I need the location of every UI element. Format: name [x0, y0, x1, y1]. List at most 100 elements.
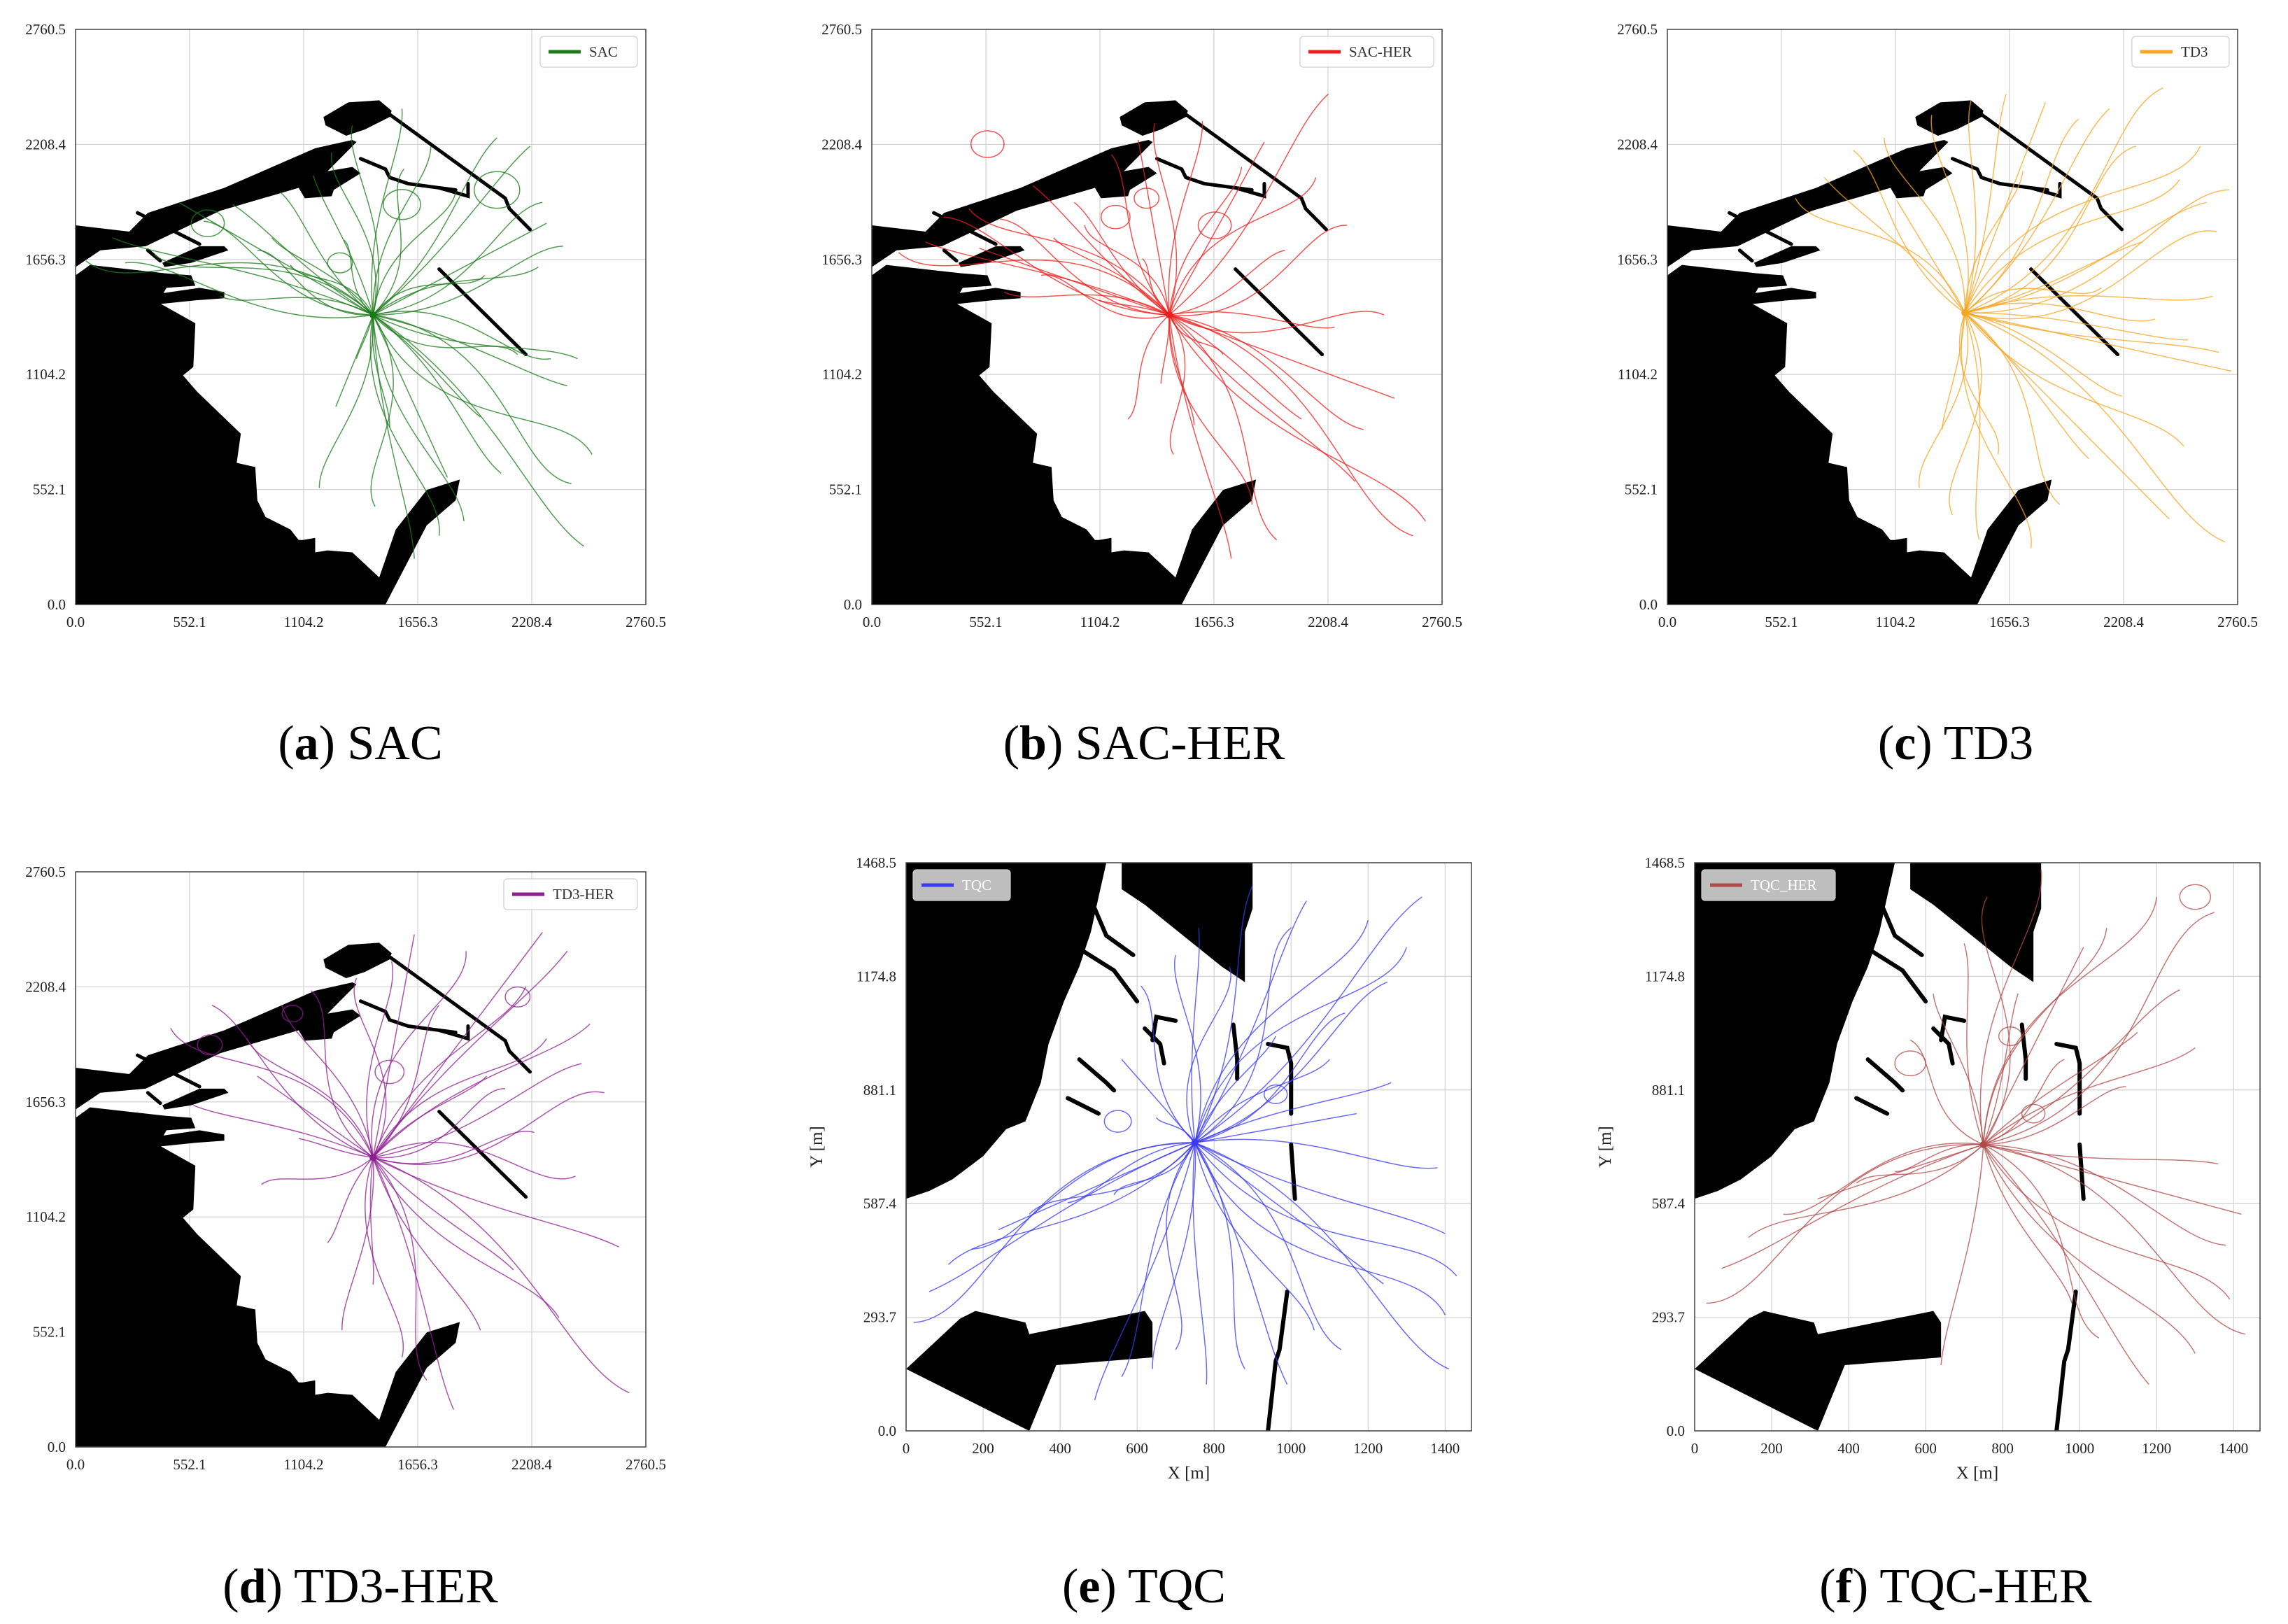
obstacles	[872, 100, 1329, 605]
trajectory-17	[372, 1005, 440, 1158]
x-tick-label-0: 0.0	[66, 614, 85, 630]
start-point	[1979, 1141, 1987, 1148]
x-tick-label-1: 200	[1760, 1440, 1783, 1457]
x-tick-label-5: 1000	[1276, 1440, 1306, 1457]
trajectory-14	[1156, 1117, 1196, 1143]
trajectory-32	[372, 1023, 591, 1158]
x-tick-label-4: 2208.4	[511, 1456, 552, 1473]
caption-letter: c	[1894, 716, 1916, 770]
trajectory-21	[1983, 1047, 2196, 1145]
y-tick-label-0: 0.0	[878, 1422, 896, 1439]
trajectory-26	[1168, 141, 1265, 316]
y-tick-label-5: 2760.5	[25, 21, 66, 38]
y-tick-label-4: 1174.8	[856, 968, 896, 984]
y-tick-label-2: 587.4	[863, 1195, 897, 1212]
trajectory-27	[1168, 314, 1278, 541]
trajectory-21	[1194, 1036, 1276, 1143]
panel-caption: (a) SAC	[278, 716, 442, 770]
trajectory-6	[220, 295, 374, 316]
trajectory-31	[1194, 896, 1422, 1143]
trajectory-17	[1174, 954, 1201, 1143]
y-tick-label-4: 2208.4	[821, 136, 862, 153]
trajectory-15	[335, 314, 374, 407]
trajectory-19	[1982, 896, 2158, 1145]
trajectory-40	[372, 314, 567, 387]
x-tick-label-4: 2208.4	[1308, 614, 1348, 630]
barrier-5	[1728, 211, 1793, 246]
trajectory-25	[369, 314, 440, 536]
trajectory-39	[1168, 314, 1426, 522]
trajectory-23	[1983, 1144, 2219, 1165]
y-tick-label-2: 1104.2	[26, 366, 66, 383]
legend-box	[503, 878, 638, 910]
trajectory-8	[1909, 1039, 1984, 1145]
caption-text: ) TQC-HER	[1852, 1560, 2092, 1614]
trajectory-6	[1930, 115, 1969, 313]
barrier-4	[146, 248, 162, 263]
legend-label: SAC	[589, 43, 618, 60]
trajectory-28	[1194, 981, 1388, 1143]
trajectory-18	[1191, 928, 1200, 1143]
x-tick-label-4: 800	[1991, 1440, 2014, 1457]
legend: TD3	[2131, 36, 2230, 68]
y-tick-label-5: 1468.5	[1644, 854, 1685, 871]
panel-b: 0.0 552.1 1104.2 1656.3 2208.4 2760.5 0.0 552.1…	[821, 21, 1462, 770]
trajectory-12	[1964, 94, 2007, 313]
trajectory-24	[1983, 1144, 2226, 1246]
trajectory-4	[1896, 199, 1965, 313]
obstacle-0	[872, 264, 1257, 605]
obstacle-3	[1987, 863, 2042, 932]
trajectory-21	[371, 108, 403, 316]
trajectory-6	[281, 1005, 374, 1158]
trajectory-loop-1	[1263, 1084, 1288, 1104]
trajectory-12	[1982, 993, 2019, 1145]
x-tick-label-6: 1200	[1353, 1440, 1383, 1457]
obstacle-0	[1695, 863, 1895, 1431]
trajectory-3	[1783, 1143, 1984, 1215]
trajectory-loop-3	[2021, 1103, 2046, 1124]
trajectory-29	[1168, 314, 1302, 420]
trajectory-1	[1721, 1144, 1984, 1269]
trajectory-loop-0	[2179, 884, 2212, 910]
trajectory-loop-3	[281, 1004, 304, 1023]
y-tick-label-3: 881.1	[863, 1082, 896, 1099]
trajectory-33	[372, 1091, 605, 1166]
caption-text: ) SAC	[319, 716, 443, 770]
barrier-1	[1081, 949, 1140, 1004]
barrier-0	[1092, 906, 1136, 957]
trajectory-0	[898, 252, 1170, 316]
trajectory-4	[257, 1075, 374, 1158]
trajectory-loop-0	[383, 189, 421, 220]
y-tick-label-3: 1656.3	[1617, 251, 1658, 268]
panel-c: 0.0 552.1 1104.2 1656.3 2208.4 2760.5 0.0 552.1…	[1617, 21, 2258, 770]
panel-d: 0.0 552.1 1104.2 1656.3 2208.4 2760.5 0.0 552.1…	[25, 863, 666, 1614]
obstacle-4	[162, 246, 229, 267]
trajectory-9	[271, 237, 374, 316]
y-tick-label-2: 1104.2	[1618, 366, 1658, 383]
x-tick-label-3: 600	[1126, 1440, 1148, 1457]
plot-frame	[75, 871, 647, 1448]
trajectory-23	[1964, 241, 2143, 313]
y-axis-label: Y [m]	[1596, 1126, 1615, 1167]
start-point	[1191, 1139, 1199, 1147]
panel-f: 0 200 400 600 800 1000 1200 1400 0.0 293.7 587.4 88…	[1596, 854, 2261, 1614]
trajectory-44	[372, 314, 593, 455]
panel-e: 0 200 400 600 800 1000 1200 1400 0.0 293.7 587.4 88…	[807, 854, 1472, 1614]
trajectory-4	[1817, 1144, 1984, 1199]
plot-frame	[871, 29, 1443, 605]
trajectory-2	[211, 1005, 374, 1158]
y-tick-label-0: 0.0	[48, 1439, 66, 1455]
trajectory-33	[1169, 225, 1348, 316]
trajectory-36	[373, 202, 543, 316]
trajectory-loop-2	[970, 130, 1005, 158]
plot-frame	[75, 29, 647, 605]
trajectory-30	[1194, 947, 1408, 1143]
trajectory-15	[372, 934, 415, 1158]
trajectory-27	[372, 192, 456, 316]
trajectory-23	[1168, 315, 1232, 559]
trajectories	[898, 93, 1426, 559]
panel-a: 0.0 552.1 1104.2 1656.3 2208.4 2760.5 0.0 552.1…	[25, 21, 666, 770]
y-tick-label-0: 0.0	[844, 596, 862, 613]
trajectory-8	[1040, 274, 1170, 319]
trajectory-16	[344, 239, 374, 316]
